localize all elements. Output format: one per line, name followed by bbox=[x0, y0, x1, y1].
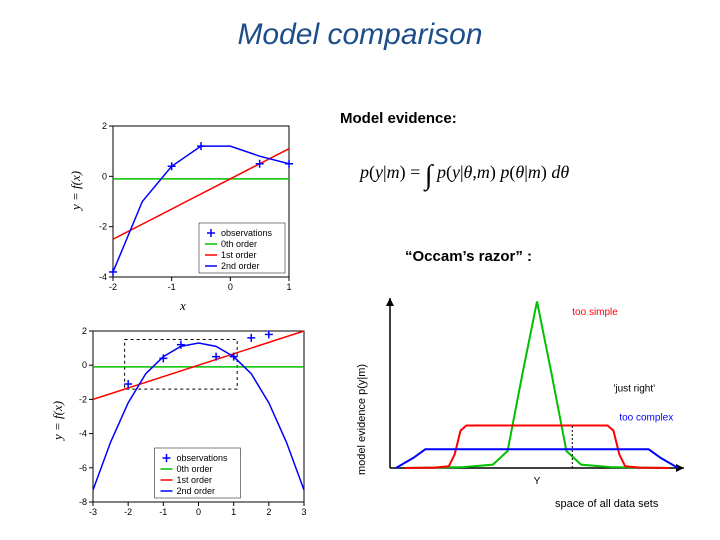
svg-text:0: 0 bbox=[196, 507, 201, 517]
svg-text:2nd order: 2nd order bbox=[177, 486, 216, 496]
occam-chart-svg: Ytoo simple 'just right' too complex bbox=[370, 290, 690, 490]
occam-chart: Ytoo simple 'just right' too complex bbox=[370, 290, 690, 490]
top-chart-svg: -2-101-4-202observations0th order1st ord… bbox=[85, 120, 295, 295]
svg-text:0: 0 bbox=[228, 282, 233, 292]
svg-text:1: 1 bbox=[286, 282, 291, 292]
svg-text:1: 1 bbox=[231, 507, 236, 517]
model-evidence-label: Model evidence: bbox=[340, 110, 457, 127]
svg-text:0th order: 0th order bbox=[177, 464, 213, 474]
slide-title: Model comparison bbox=[0, 18, 720, 52]
svg-text:-1: -1 bbox=[159, 507, 167, 517]
top-chart: -2-101-4-202observations0th order1st ord… bbox=[85, 120, 295, 295]
svg-text:observations: observations bbox=[177, 453, 229, 463]
svg-text:-8: -8 bbox=[79, 497, 87, 507]
svg-text:2: 2 bbox=[102, 121, 107, 131]
svg-text:too complex: too complex bbox=[619, 412, 673, 423]
svg-text:1st order: 1st order bbox=[221, 250, 257, 260]
svg-text:-2: -2 bbox=[109, 282, 117, 292]
bottom-chart: -3 -2 -1 0 1 2 3 -8 -6 -4 -2 0 2 observations0th orde… bbox=[65, 325, 310, 520]
occams-razor-label: “Occam’s razor” : bbox=[405, 248, 532, 265]
svg-text:-2: -2 bbox=[99, 222, 107, 232]
svg-text:'just right': 'just right' bbox=[613, 384, 655, 395]
svg-text:-6: -6 bbox=[79, 463, 87, 473]
svg-text:2nd order: 2nd order bbox=[221, 261, 260, 271]
bottom-chart-svg: -3 -2 -1 0 1 2 3 -8 -6 -4 -2 0 2 observations0th orde… bbox=[65, 325, 310, 520]
svg-text:-4: -4 bbox=[99, 272, 107, 282]
svg-text:-4: -4 bbox=[79, 429, 87, 439]
svg-text:1st order: 1st order bbox=[177, 475, 213, 485]
svg-text:0: 0 bbox=[102, 171, 107, 181]
svg-text:-3: -3 bbox=[89, 507, 97, 517]
svg-text:2: 2 bbox=[82, 326, 87, 336]
svg-text:-2: -2 bbox=[124, 507, 132, 517]
svg-text:0: 0 bbox=[82, 360, 87, 370]
svg-text:3: 3 bbox=[301, 507, 306, 517]
slide: Model comparison Model evidence: p(y|m) … bbox=[0, 0, 720, 540]
space-of-datasets-caption: space of all data sets bbox=[555, 498, 658, 510]
svg-text:too simple: too simple bbox=[572, 307, 618, 318]
top-chart-ylabel: y = f(x) bbox=[68, 171, 84, 210]
bottom-chart-ylabel: y = f(x) bbox=[50, 401, 66, 440]
model-evidence-equation: p(y|m) = ∫ p(y|θ,m) p(θ|m) dθ bbox=[360, 160, 569, 192]
top-chart-xlabel: x bbox=[180, 298, 186, 314]
occam-chart-ylabel: model evidence p(y|m) bbox=[356, 364, 368, 475]
svg-text:observations: observations bbox=[221, 228, 273, 238]
svg-text:2: 2 bbox=[266, 507, 271, 517]
svg-text:-1: -1 bbox=[168, 282, 176, 292]
svg-text:-2: -2 bbox=[79, 394, 87, 404]
svg-text:Y: Y bbox=[534, 476, 541, 487]
svg-text:0th order: 0th order bbox=[221, 239, 257, 249]
